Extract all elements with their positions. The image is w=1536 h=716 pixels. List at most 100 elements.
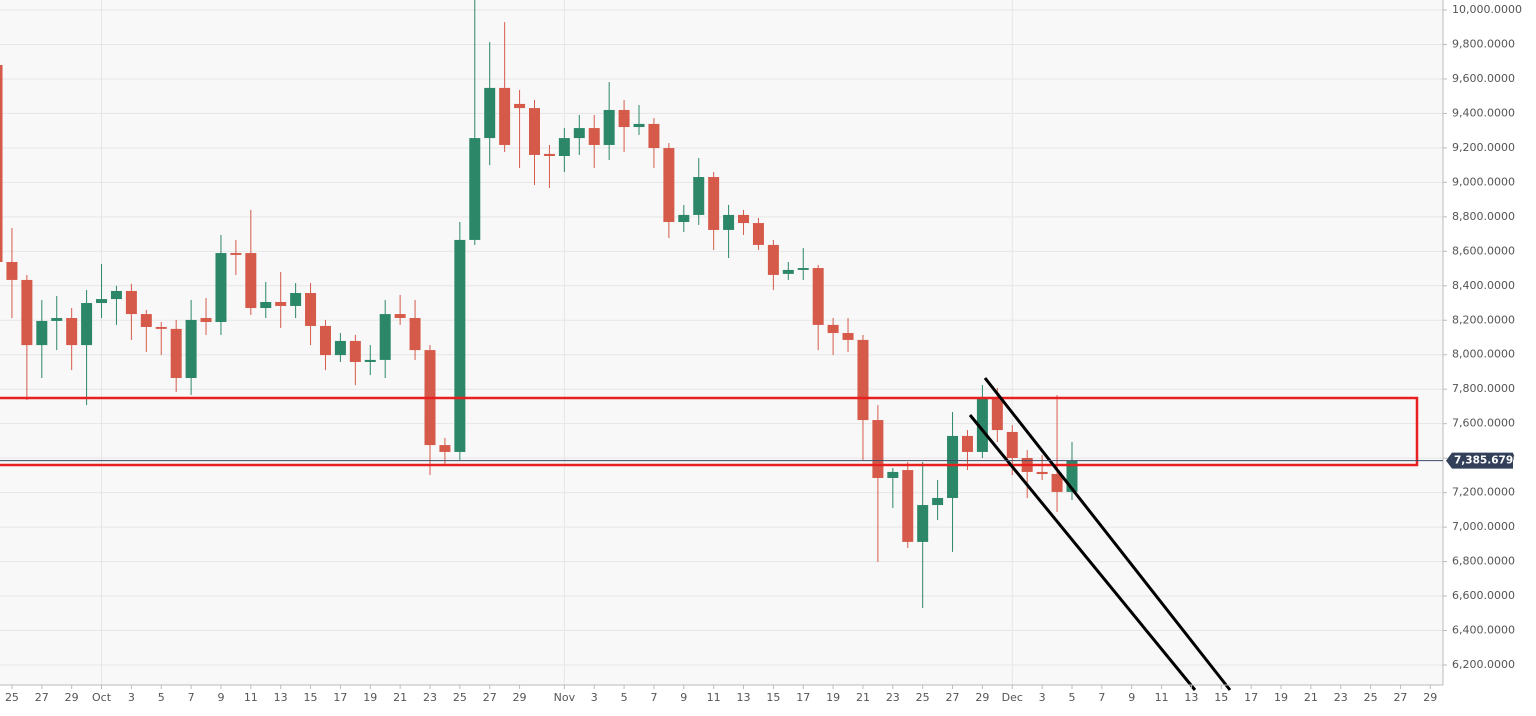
candle-body <box>51 318 63 321</box>
x-tick-label: 7 <box>1098 691 1105 704</box>
candle-body <box>6 262 18 280</box>
candle-body <box>812 268 824 325</box>
candle-body <box>349 340 361 362</box>
candle-body <box>200 318 212 322</box>
candle-body <box>842 333 854 340</box>
candle-body <box>305 293 317 326</box>
candle-body <box>469 138 481 240</box>
candle-body <box>454 239 466 452</box>
candle-body <box>319 325 331 356</box>
candle-body <box>439 445 451 452</box>
x-tick-label: 25 <box>916 691 930 704</box>
x-tick-label: 21 <box>1304 691 1318 704</box>
candle-body <box>902 470 914 542</box>
x-tick-label: 17 <box>1244 691 1258 704</box>
x-tick-label: 19 <box>1274 691 1288 704</box>
candle-body <box>96 299 108 304</box>
y-tick-label: 8,800.0000 <box>1452 210 1515 223</box>
x-tick-label: 9 <box>680 691 687 704</box>
y-tick-label: 7,800.0000 <box>1452 382 1515 395</box>
x-tick-label: 25 <box>1364 691 1378 704</box>
candle-body <box>872 420 884 478</box>
candle-body <box>394 314 406 319</box>
candle-body <box>752 223 764 245</box>
x-tick-label: 3 <box>591 691 598 704</box>
y-tick-label: 6,400.0000 <box>1452 624 1515 637</box>
y-tick-label: 7,000.0000 <box>1452 520 1515 533</box>
candle-body <box>364 359 376 362</box>
axes: 6,200.0000 6,400.0000 6,600.0000 6,800.0000… <box>0 3 1522 704</box>
candle-body <box>633 123 645 128</box>
x-tick-label: 21 <box>393 691 407 704</box>
y-tick-label: 6,200.0000 <box>1452 658 1515 671</box>
x-tick-label: 19 <box>826 691 840 704</box>
x-tick-label: 11 <box>707 691 721 704</box>
candle-body <box>170 328 182 379</box>
y-tick-label: 6,600.0000 <box>1452 589 1515 602</box>
y-tick-label: 9,800.0000 <box>1452 37 1515 50</box>
candle-body <box>110 290 122 300</box>
candle-body <box>379 314 391 360</box>
x-tick-label: 5 <box>621 691 628 704</box>
candle-body <box>484 87 496 139</box>
candle-body <box>767 244 779 275</box>
candle-body <box>275 301 287 306</box>
grid <box>0 0 1443 685</box>
y-tick-label: 9,200.0000 <box>1452 141 1515 154</box>
candle-body <box>917 505 929 542</box>
y-tick-label: 8,000.0000 <box>1452 348 1515 361</box>
x-tick-label: 17 <box>333 691 347 704</box>
x-tick-label: 15 <box>304 691 318 704</box>
candle-body <box>185 319 197 379</box>
x-tick-label: 15 <box>1214 691 1228 704</box>
x-tick-label: 13 <box>737 691 751 704</box>
candle-body <box>827 324 839 334</box>
candle-body <box>155 326 167 329</box>
candle-body <box>573 128 585 139</box>
x-tick-label: 23 <box>1334 691 1348 704</box>
plot-background <box>0 0 1443 685</box>
candle-body <box>947 435 959 498</box>
x-tick-label: 27 <box>946 691 960 704</box>
candle-body <box>1006 431 1018 458</box>
x-tick-label: 23 <box>886 691 900 704</box>
x-tick-label: 13 <box>1184 691 1198 704</box>
x-tick-label: Oct <box>92 691 112 704</box>
y-tick-label: 7,200.0000 <box>1452 486 1515 499</box>
candle-body <box>618 109 630 128</box>
last-price-label: 7,385.6799 <box>1454 455 1520 467</box>
y-tick-label: 9,400.0000 <box>1452 106 1515 119</box>
candle-body <box>334 340 346 356</box>
candle-body <box>961 435 973 452</box>
candle-body <box>230 253 242 255</box>
candle-body <box>708 177 720 230</box>
y-tick-label: 8,400.0000 <box>1452 279 1515 292</box>
x-tick-label: 23 <box>423 691 437 704</box>
x-tick-label: 29 <box>65 691 79 704</box>
x-tick-label: 29 <box>975 691 989 704</box>
candle-body <box>1051 474 1063 492</box>
candle-body <box>543 153 555 156</box>
x-tick-label: 13 <box>274 691 288 704</box>
x-tick-label: 3 <box>128 691 135 704</box>
candle-body <box>1036 471 1048 475</box>
resistance-box <box>0 396 1419 467</box>
candle-body <box>932 497 944 506</box>
candle-body <box>797 268 809 270</box>
y-tick-label: 6,800.0000 <box>1452 555 1515 568</box>
candle-body <box>528 108 540 155</box>
candle-body <box>723 214 735 230</box>
candle-body <box>1066 460 1078 492</box>
x-tick-label: 21 <box>856 691 870 704</box>
candle-body <box>215 253 227 322</box>
x-tick-label: Dec <box>1002 691 1023 704</box>
candle-body <box>21 279 33 346</box>
candle-body <box>678 214 690 223</box>
y-tick-label: 10,000.0000 <box>1452 3 1522 16</box>
x-tick-label: 29 <box>513 691 527 704</box>
candle-body <box>693 177 705 215</box>
y-tick-label: 9,600.0000 <box>1452 72 1515 85</box>
y-tick-label: 8,600.0000 <box>1452 244 1515 257</box>
x-tick-label: 25 <box>453 691 467 704</box>
candle-body <box>648 123 660 149</box>
